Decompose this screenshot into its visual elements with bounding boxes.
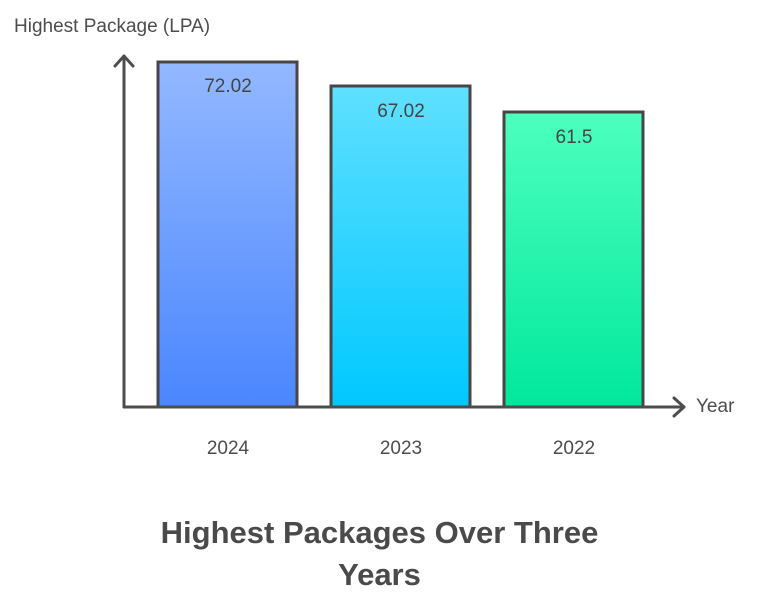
y-axis-label: Highest Package (LPA) xyxy=(14,16,211,37)
chart-title-line2: Years xyxy=(338,557,421,592)
chart-title-line1: Highest Packages Over Three xyxy=(160,515,599,550)
chart-title: Highest Packages Over Three Years xyxy=(0,512,759,596)
bar-value-2022: 61.5 xyxy=(555,127,593,148)
bar-2022 xyxy=(502,110,645,409)
bar-value-2023: 67.02 xyxy=(377,101,425,122)
x-axis-label: Year xyxy=(696,396,735,417)
bar-2024 xyxy=(156,60,299,409)
x-tick-2022: 2022 xyxy=(552,438,596,459)
x-axis xyxy=(122,396,686,418)
x-tick-2023: 2023 xyxy=(379,438,423,459)
y-axis xyxy=(113,54,135,409)
bar-value-2024: 72.02 xyxy=(204,76,252,97)
x-tick-2024: 2024 xyxy=(206,438,250,459)
bar-2023 xyxy=(329,84,472,409)
